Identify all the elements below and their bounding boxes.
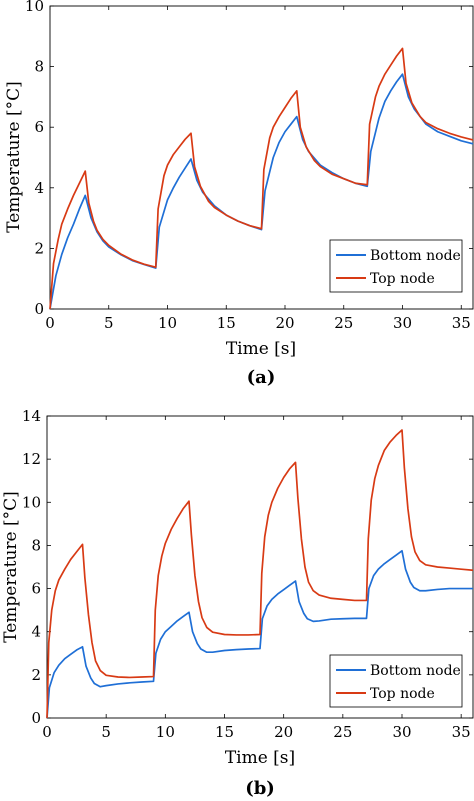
legend: Bottom node Top node xyxy=(329,239,463,293)
y-axis-label: Temperature [°C] xyxy=(4,81,24,233)
y-tick-label: 8 xyxy=(34,58,44,76)
x-tick-label: 20 xyxy=(275,314,294,332)
panel-label: (a) xyxy=(247,367,276,388)
series-lines xyxy=(46,429,474,719)
x-axis-label: Time [s] xyxy=(226,339,296,359)
y-tick-label: 14 xyxy=(22,407,41,425)
series-line-top-node xyxy=(49,47,474,310)
x-tick-label: 35 xyxy=(452,723,471,741)
x-tick-label: 10 xyxy=(158,314,177,332)
x-axis-label: Time [s] xyxy=(225,748,295,768)
plot-frame xyxy=(49,5,474,310)
legend-label-bottom-node: Bottom node xyxy=(370,248,461,264)
x-axis: 0 5 10 15 20 25 30 35 xyxy=(45,6,471,332)
y-tick-label: 2 xyxy=(34,239,44,257)
y-tick-label: 10 xyxy=(25,0,44,15)
y-tick-label: 4 xyxy=(31,623,41,641)
y-tick-label: 12 xyxy=(22,450,41,468)
x-tick-label: 20 xyxy=(274,723,293,741)
x-tick-label: 5 xyxy=(104,314,114,332)
legend-label-top-node: Top node xyxy=(370,686,435,702)
x-tick-label: 25 xyxy=(334,314,353,332)
panel-a: 0 5 10 15 20 25 30 35 0 2 4 6 8 10 Time [s] Temperat… xyxy=(4,0,474,388)
x-tick-label: 30 xyxy=(393,314,412,332)
y-tick-label: 0 xyxy=(34,300,44,318)
panel-label: (b) xyxy=(245,778,275,799)
x-tick-label: 0 xyxy=(45,314,55,332)
series-line-top-node xyxy=(46,429,474,719)
x-tick-label: 15 xyxy=(217,314,236,332)
x-tick-label: 5 xyxy=(101,723,111,741)
y-tick-label: 8 xyxy=(31,536,41,554)
panel-b: 0 5 10 15 20 25 30 35 0 2 4 6 8 10 12 14 Time [s] Temp… xyxy=(1,407,474,799)
series-lines xyxy=(49,47,474,310)
y-tick-label: 2 xyxy=(31,666,41,684)
x-tick-label: 10 xyxy=(156,723,175,741)
y-axis-label: Temperature [°C] xyxy=(1,491,21,643)
y-tick-label: 0 xyxy=(31,709,41,727)
legend-label-bottom-node: Bottom node xyxy=(370,663,461,679)
y-tick-label: 6 xyxy=(31,580,41,598)
x-tick-label: 15 xyxy=(215,723,234,741)
x-tick-label: 25 xyxy=(333,723,352,741)
y-axis: 0 2 4 6 8 10 xyxy=(25,0,473,318)
y-tick-label: 4 xyxy=(34,179,44,197)
plot-frame xyxy=(46,415,474,719)
legend-box xyxy=(329,654,463,708)
x-tick-label: 30 xyxy=(392,723,411,741)
legend-box xyxy=(329,239,463,293)
x-tick-label: 35 xyxy=(452,314,471,332)
y-tick-label: 10 xyxy=(22,493,41,511)
legend: Bottom node Top node xyxy=(329,654,463,708)
y-tick-label: 6 xyxy=(34,118,44,136)
legend-label-top-node: Top node xyxy=(370,271,435,287)
series-line-bottom-node xyxy=(46,549,473,719)
x-axis: 0 5 10 15 20 25 30 35 xyxy=(42,416,471,741)
x-tick-label: 0 xyxy=(42,723,52,741)
y-axis: 0 2 4 6 8 10 12 14 xyxy=(22,407,473,727)
